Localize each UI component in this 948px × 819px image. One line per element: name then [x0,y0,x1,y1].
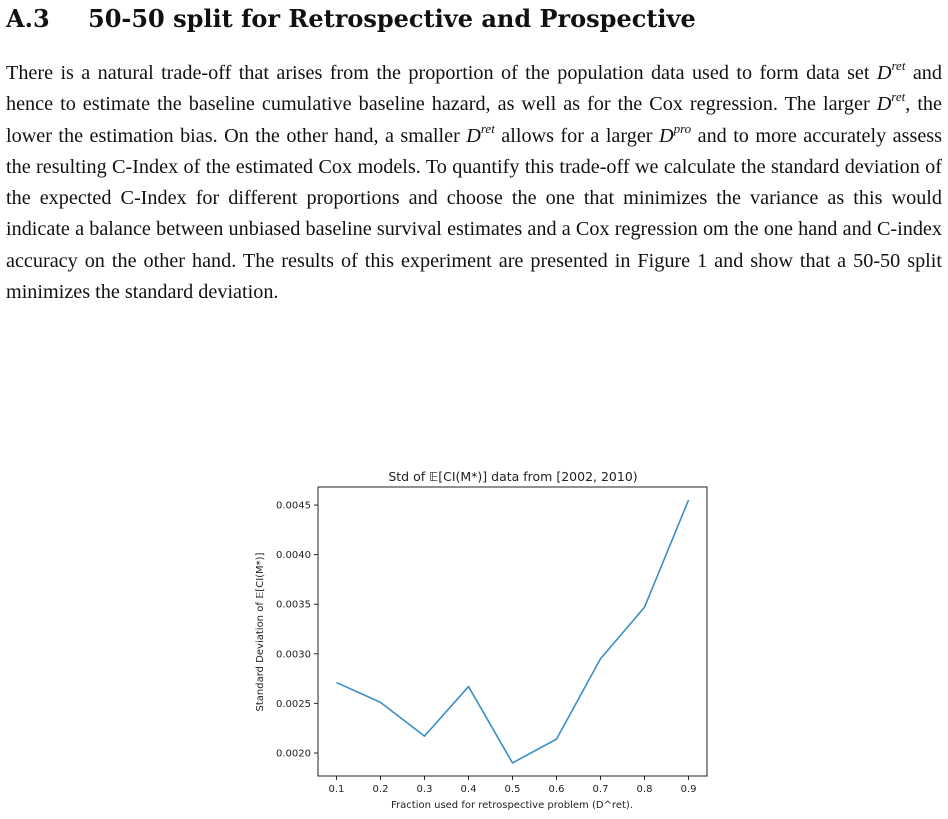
chart-title: Std of 𝔼[CI(M*)] data from [2002, 2010) [388,469,637,484]
x-tick-label: 0.6 [549,784,565,795]
x-tick-label: 0.3 [417,784,433,795]
y-tick-label: 0.0035 [276,600,311,611]
math-symbol: D [466,124,481,147]
text-run: , the lower the estimation bias. On the … [6,93,942,147]
math-symbol: D [658,124,674,147]
math-symbol: D [876,93,892,116]
x-axis-label: Fraction used for retrospective problem … [391,800,633,811]
text-run: There is a natural trade-off that arises… [6,62,877,84]
x-tick-label: 0.5 [505,784,521,795]
y-tick-label: 0.0030 [276,649,311,660]
section-title: 50-50 split for Retrospective and Prospe… [88,4,696,33]
y-tick-label: 0.0040 [276,550,311,561]
plot-frame [317,486,708,777]
x-axis: 0.1 0.2 0.3 0.4 0.5 0.6 0.7 0.8 0.9 [329,776,697,795]
x-tick-label: 0.2 [373,784,389,795]
math-superscript: ret [480,120,495,136]
section-heading: A.3 50-50 split for Retrospective and Pro… [6,4,696,33]
text-run: and hence to estimate the baseline cumul… [6,62,942,116]
math-symbol: D [876,62,892,84]
series-line [336,499,690,764]
x-tick-label: 0.9 [681,784,697,795]
y-axis-label: Standard Deviation of 𝔼[CI(M*)] [255,552,266,711]
math-superscript: ret [891,58,906,73]
body-paragraph: There is a natural trade-off that arises… [6,58,942,308]
y-tick-label: 0.0025 [276,699,311,710]
text-run: and to more accurately assess the result… [6,124,942,304]
y-tick-label: 0.0045 [276,501,311,512]
math-superscript: pro [673,120,692,136]
x-tick-label: 0.8 [637,784,653,795]
x-tick-label: 0.1 [329,784,345,795]
section-number: A.3 [6,4,50,33]
series-points [336,500,689,763]
x-tick-label: 0.4 [461,784,477,795]
x-tick-label: 0.7 [593,784,609,795]
y-tick-label: 0.0020 [276,748,311,759]
text-run: allows for a larger [494,124,659,147]
math-superscript: ret [891,89,906,105]
y-axis: 0.0020 0.0025 0.0030 0.0035 0.0040 0.0045 [276,501,318,759]
